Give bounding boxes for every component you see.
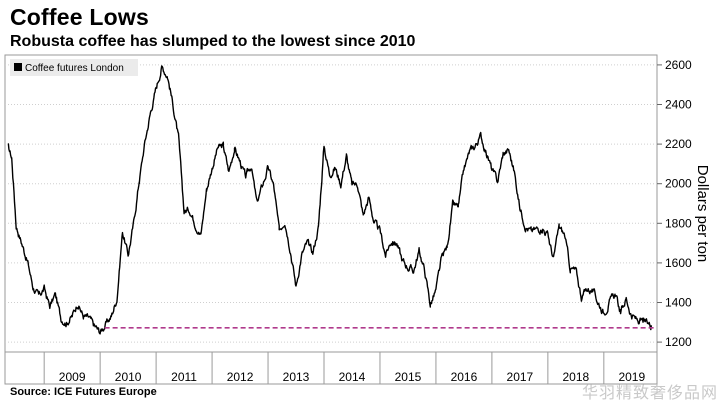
- series-line-coffee-futures: [7, 65, 653, 335]
- page-title: Coffee Lows: [10, 4, 149, 30]
- x-tick-label: 2016: [451, 370, 478, 384]
- x-tick-label: 2017: [507, 370, 534, 384]
- y-tick-label: 1200: [665, 335, 692, 349]
- x-tick-label: 2018: [562, 370, 589, 384]
- watermark-text: 华羽精致奢侈品网: [581, 383, 718, 402]
- x-tick-label: 2010: [115, 370, 142, 384]
- legend-box: [10, 59, 138, 76]
- x-tick-label: 2014: [339, 370, 366, 384]
- x-tick-label: 2009: [59, 370, 86, 384]
- x-tick-label: 2012: [227, 370, 254, 384]
- y-tick-label: 2400: [665, 98, 692, 112]
- page-subtitle: Robusta coffee has slumped to the lowest…: [10, 33, 416, 50]
- x-tick-label: 2019: [618, 370, 645, 384]
- plot-frame: [4, 54, 658, 385]
- y-tick-label: 1800: [665, 216, 692, 230]
- legend-swatch: [14, 63, 22, 71]
- x-tick-label: 2015: [395, 370, 422, 384]
- x-tick-label: 2011: [171, 370, 197, 384]
- legend-label: Coffee futures London: [25, 63, 124, 74]
- y-tick-label: 1600: [665, 256, 692, 270]
- y-tick-label: 1400: [665, 296, 692, 310]
- source-note: Source: ICE Futures Europe: [10, 386, 157, 398]
- y-tick-label: 2200: [665, 137, 692, 151]
- x-tick-label: 2013: [283, 370, 310, 384]
- y-tick-label: 2000: [665, 177, 692, 191]
- y-axis-label: Dollars per ton: [694, 165, 711, 263]
- y-tick-label: 2600: [665, 58, 692, 72]
